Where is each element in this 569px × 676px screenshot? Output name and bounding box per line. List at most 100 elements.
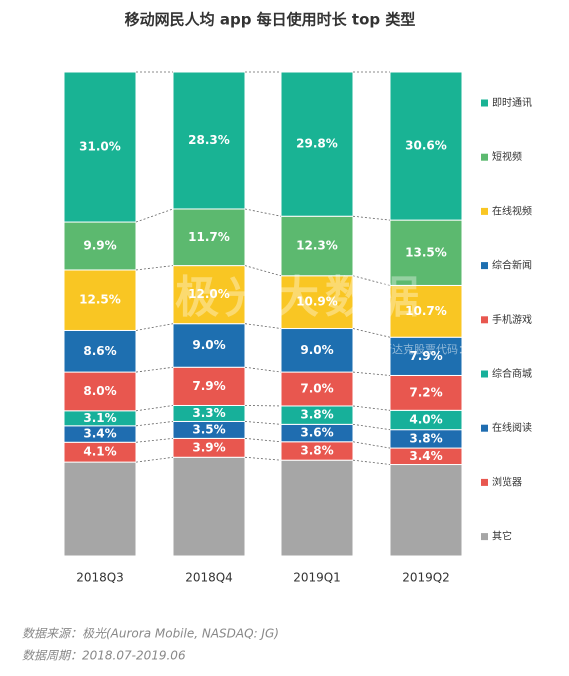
value-label: 10.9% xyxy=(296,295,338,309)
connector xyxy=(135,456,174,463)
bar-segment xyxy=(280,328,354,373)
value-label: 4.1% xyxy=(83,445,116,459)
bar-segment xyxy=(280,275,354,330)
connector xyxy=(135,421,174,427)
legend-label: 在线视频 xyxy=(492,204,532,217)
bar-segment xyxy=(172,265,246,325)
chart-title: 移动网民人均 app 每日使用时长 top 类型 xyxy=(125,11,416,29)
bar-segment xyxy=(172,456,246,557)
bar-segment xyxy=(280,71,354,217)
bar-segment xyxy=(280,215,354,277)
legend-swatch xyxy=(481,262,488,270)
connector xyxy=(244,421,282,425)
legend-swatch xyxy=(481,99,488,107)
value-label: 12.0% xyxy=(188,287,230,301)
bar-segment xyxy=(63,329,137,373)
value-label: 31.0% xyxy=(79,140,121,154)
value-label: 7.9% xyxy=(409,349,442,363)
legend-swatch xyxy=(481,153,488,161)
value-label: 12.5% xyxy=(79,293,121,307)
connector xyxy=(352,423,391,431)
value-label: 28.3% xyxy=(188,133,230,147)
value-label: 3.8% xyxy=(409,431,442,445)
value-label: 3.1% xyxy=(83,411,116,425)
bar-segment xyxy=(63,269,137,331)
value-label: 3.6% xyxy=(300,426,333,440)
value-label: 3.9% xyxy=(192,440,225,454)
connector xyxy=(244,323,282,329)
x-tick-label: 2019Q1 xyxy=(293,571,341,585)
value-label: 7.2% xyxy=(409,385,442,399)
legend-swatch xyxy=(481,424,488,432)
connector xyxy=(135,323,174,331)
connector xyxy=(352,405,391,411)
bar-segment xyxy=(280,459,354,557)
connector xyxy=(352,371,391,376)
bar-segment xyxy=(63,221,137,271)
bar-segment xyxy=(280,371,354,407)
bar-segment xyxy=(389,336,463,376)
legend-label: 浏览器 xyxy=(492,475,522,488)
legend-label: 综合新闻 xyxy=(492,259,532,272)
legend-swatch xyxy=(481,533,488,541)
watermark-sub: 纳斯达克股票代码：JG xyxy=(370,343,481,356)
bar-segment xyxy=(389,374,463,411)
bar-segment xyxy=(389,71,463,221)
connector xyxy=(135,208,174,223)
period: 数据周期：2018.07-2019.06 xyxy=(22,649,186,663)
source: 数据来源：极光(Aurora Mobile, NASDAQ: JG) xyxy=(22,627,279,641)
bar-segment xyxy=(172,323,246,368)
legend-swatch xyxy=(481,207,488,215)
value-label: 7.9% xyxy=(192,379,225,393)
legend-swatch xyxy=(481,370,488,378)
legend-label: 综合商城 xyxy=(492,367,532,380)
connector xyxy=(135,366,174,373)
value-label: 4.0% xyxy=(409,412,442,426)
value-label: 3.8% xyxy=(300,443,333,457)
value-label: 30.6% xyxy=(405,139,447,153)
bar-segment xyxy=(172,366,246,406)
legend-label: 即时通讯 xyxy=(492,97,532,109)
value-label: 3.3% xyxy=(192,406,225,420)
value-label: 3.4% xyxy=(409,449,442,463)
legend-label: 短视频 xyxy=(492,150,522,163)
bar-segment xyxy=(172,71,246,210)
value-label: 9.0% xyxy=(192,338,225,352)
legend-label: 手机游戏 xyxy=(492,313,532,326)
value-label: 11.7% xyxy=(188,230,230,244)
value-label: 12.3% xyxy=(296,238,338,252)
legend-label: 在线阅读 xyxy=(492,421,532,434)
value-label: 9.0% xyxy=(300,343,333,357)
value-label: 3.4% xyxy=(83,427,116,441)
value-label: 3.5% xyxy=(192,422,225,436)
value-label: 9.9% xyxy=(83,238,116,252)
value-label: 3.8% xyxy=(300,408,333,422)
bar-segment xyxy=(389,219,463,286)
bar-segment xyxy=(389,284,463,338)
connector xyxy=(352,459,391,465)
bar-segment xyxy=(63,371,137,412)
value-label: 10.7% xyxy=(405,304,447,318)
connector xyxy=(352,328,391,338)
bar-segment xyxy=(172,208,246,267)
bar-segment xyxy=(63,71,137,223)
connector xyxy=(352,215,391,221)
connector xyxy=(135,405,174,412)
value-label: 29.8% xyxy=(296,137,338,151)
value-label: 8.0% xyxy=(83,384,116,398)
bar-segment xyxy=(63,461,137,557)
connector xyxy=(244,437,282,443)
connector xyxy=(244,366,282,373)
x-tick-label: 2018Q4 xyxy=(185,571,233,585)
connector xyxy=(244,208,282,217)
connector xyxy=(244,456,282,461)
x-tick-label: 2018Q3 xyxy=(76,571,124,585)
bars: 4.1% 3.4% 3.1% 8.0% 8.6% 12.5% 9.9% 31.0% 3.9% 3.… xyxy=(63,71,463,557)
legend-swatch xyxy=(481,478,488,486)
connector xyxy=(135,437,174,443)
legend-label: 其它 xyxy=(492,530,512,543)
watermark: 极光大数据 xyxy=(175,272,425,323)
connector xyxy=(352,441,391,449)
value-label: 13.5% xyxy=(405,245,447,259)
